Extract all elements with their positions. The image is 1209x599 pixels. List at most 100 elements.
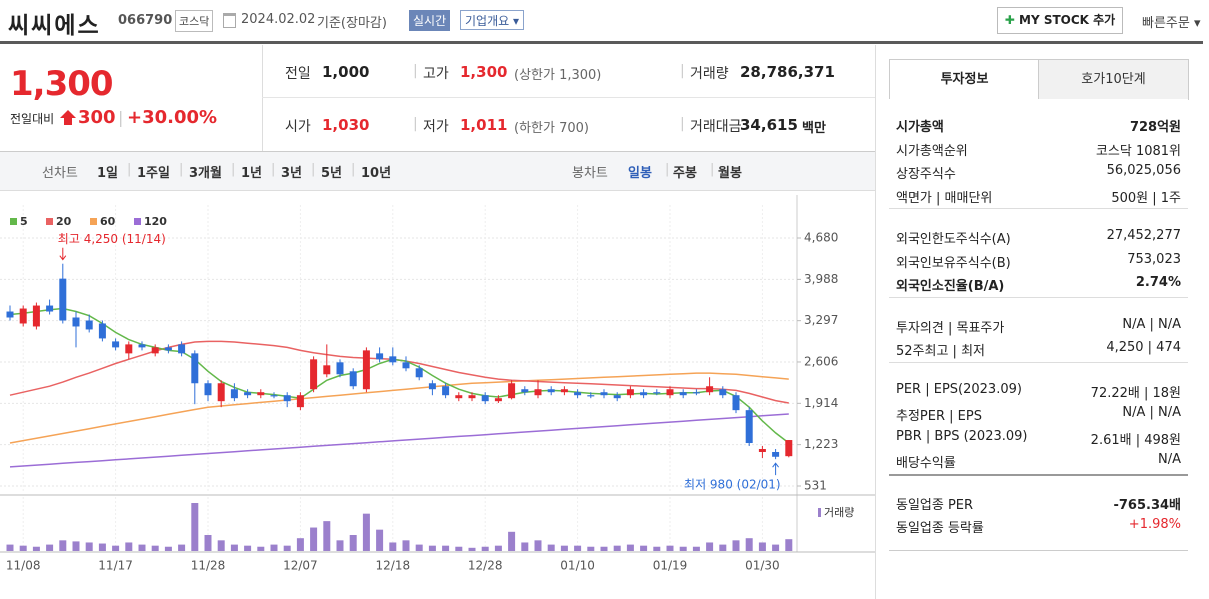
info-value: N/A xyxy=(1158,452,1181,467)
volume-bar xyxy=(138,544,146,551)
info-value: 72.22배 | 18원 xyxy=(1090,385,1181,401)
change-label: 전일대비 xyxy=(10,112,55,126)
info-row: 시가총액순위 코스닥 1081위 xyxy=(896,140,1181,160)
panel-tab-active[interactable]: 투자정보 xyxy=(889,59,1040,100)
info-label: 액면가 | 매매단위 xyxy=(896,190,993,206)
volume-legend: 거래량 xyxy=(824,506,854,519)
divider xyxy=(875,45,876,599)
candle-body xyxy=(349,371,357,387)
x-tick-label: 12/07 xyxy=(283,559,318,573)
separator: | xyxy=(271,162,276,177)
candle-body xyxy=(257,392,265,396)
info-row: 외국인보유주식수(B) 753,023 xyxy=(896,252,1181,272)
info-value: +1.98% xyxy=(1128,517,1181,532)
quote-value: 1,300 xyxy=(460,63,508,81)
info-value: -765.34배 xyxy=(1113,497,1181,513)
quote-extra: (하한가 700) xyxy=(514,121,589,136)
candle-body xyxy=(72,317,80,327)
info-value: 27,452,277 xyxy=(1106,228,1181,243)
volume-bar xyxy=(230,544,238,551)
info-value: 56,025,056 xyxy=(1106,163,1181,178)
tab-item[interactable]: 일봉 xyxy=(628,166,652,181)
separator: | xyxy=(311,162,316,177)
calendar-icon xyxy=(223,13,236,28)
candle-body xyxy=(310,359,318,390)
tab-item[interactable]: 1일 xyxy=(97,166,119,181)
candle-body xyxy=(640,392,648,396)
info-value: 코스닥 1081위 xyxy=(1095,143,1181,159)
info-row: 외국인한도주식수(A) 27,452,277 xyxy=(896,228,1181,248)
annotation: 최고 4,250 (11/14) xyxy=(58,232,166,246)
quick-order[interactable]: 빠른주문 ▾ xyxy=(1142,16,1201,31)
candle-body xyxy=(59,278,67,321)
candle-body xyxy=(270,395,278,397)
info-row: 동일업종 PER -765.34배 xyxy=(896,494,1181,514)
info-row: 시가총액 728억원 xyxy=(896,116,1181,136)
candle-body xyxy=(336,362,344,375)
tab-item[interactable]: 1년 xyxy=(241,166,263,181)
tab-group-label: 봉차트 xyxy=(572,166,608,181)
mystock-button[interactable]: ✚ MY STOCK 추가 xyxy=(997,7,1123,34)
panel-divider xyxy=(889,473,1188,476)
tab-item[interactable]: 주봉 xyxy=(673,166,697,181)
volume-bar xyxy=(296,538,304,551)
quote-label: 거래량 xyxy=(690,66,729,82)
volume-bar xyxy=(706,542,714,551)
info-label: 동일업종 등락률 xyxy=(896,521,984,536)
separator: | xyxy=(127,162,132,177)
candle-body xyxy=(151,347,159,354)
volume-bar xyxy=(481,546,489,551)
volume-bar xyxy=(164,546,172,551)
volume-bar xyxy=(151,545,159,551)
panel-divider xyxy=(889,208,1188,209)
candle-body xyxy=(758,449,766,452)
tab-item[interactable]: 월봉 xyxy=(718,166,742,181)
legend-swatch xyxy=(46,218,53,225)
volume-bar xyxy=(85,542,93,551)
mystock-label: MY STOCK 추가 xyxy=(1019,13,1116,27)
volume-bar xyxy=(323,521,331,551)
volume-bar xyxy=(257,546,265,551)
y-tick-label: 1,223 xyxy=(804,437,838,451)
info-label: 상장주식수 xyxy=(896,167,956,182)
panel-divider xyxy=(889,361,1188,363)
quote-value: 1,030 xyxy=(322,116,370,134)
quote-value: 1,011 xyxy=(460,116,508,134)
info-row: 배당수익률 N/A xyxy=(896,452,1181,472)
volume-bar xyxy=(336,540,344,551)
tab-item[interactable]: 5년 xyxy=(321,166,343,181)
tab-item[interactable]: 3개월 xyxy=(189,166,222,181)
y-tick-label: 2,606 xyxy=(804,354,838,368)
candle-body xyxy=(706,386,714,393)
info-value: N/A | N/A xyxy=(1122,405,1181,420)
candle-body xyxy=(560,389,568,393)
info-label: PER | EPS(2023.09) xyxy=(896,381,1022,397)
separator: | xyxy=(118,108,124,127)
volume-bar xyxy=(46,544,54,551)
volume-bar xyxy=(191,503,199,551)
separator: | xyxy=(710,162,715,177)
separator: | xyxy=(680,116,685,132)
info-label: 동일업종 PER xyxy=(896,497,974,513)
x-tick-label: 11/17 xyxy=(98,559,133,573)
tab-group-label: 선차트 xyxy=(42,166,78,181)
tab-item[interactable]: 1주일 xyxy=(137,166,170,181)
quote-label: 시가 xyxy=(285,119,311,135)
info-value: 2.61배 | 498원 xyxy=(1090,432,1181,448)
volume-bar xyxy=(574,545,582,551)
volume-bar xyxy=(626,544,634,551)
candle-body xyxy=(442,386,450,396)
candle-body xyxy=(323,365,331,375)
candle-body xyxy=(626,389,634,396)
tab-item[interactable]: 10년 xyxy=(361,166,392,181)
tab-item[interactable]: 3년 xyxy=(281,166,303,181)
overview-button[interactable]: 기업개요 ▾ xyxy=(460,10,525,30)
info-value: 2.74% xyxy=(1135,275,1181,290)
volume-bar xyxy=(283,545,291,551)
panel-divider xyxy=(889,296,1188,298)
panel-tab[interactable]: 호가10단계 xyxy=(1038,59,1189,100)
volume-bar xyxy=(758,542,766,551)
chart: 4,680 3,988 3,297 2,606 1,914 1,223 531 11/08 11… xyxy=(0,195,875,573)
info-value: 728억원 xyxy=(1129,120,1181,135)
quote-value: 34,615 xyxy=(740,116,798,134)
